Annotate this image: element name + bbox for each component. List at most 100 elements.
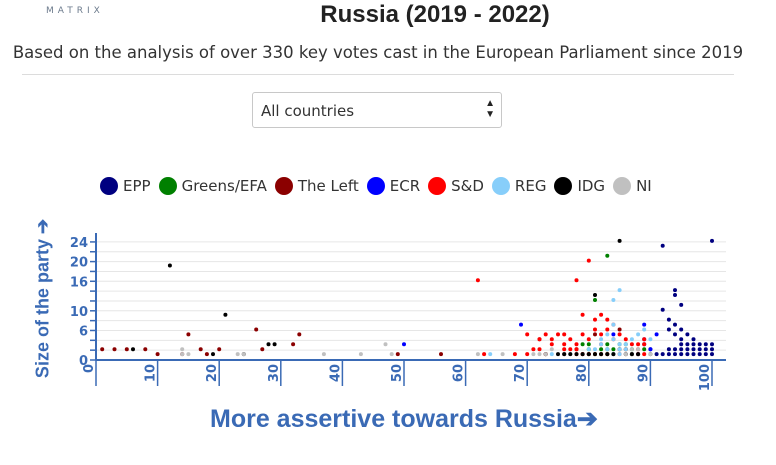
data-point <box>512 352 517 357</box>
x-tick-label: 40 <box>328 364 343 382</box>
x-tick-label: 0 <box>82 364 97 373</box>
data-point <box>254 327 259 332</box>
data-point <box>519 322 523 327</box>
legend-item[interactable]: NI <box>613 177 652 195</box>
legend-item[interactable]: IDG <box>554 177 605 195</box>
data-point <box>666 347 671 352</box>
y-tick-label: 16 <box>70 275 88 290</box>
data-point <box>636 347 641 352</box>
data-point <box>568 347 573 352</box>
data-point <box>556 332 560 337</box>
data-point <box>204 352 209 357</box>
logo-text: MATRIX <box>46 6 104 16</box>
data-point <box>543 352 548 357</box>
data-point <box>710 342 714 347</box>
data-point <box>673 322 677 327</box>
data-point <box>685 352 690 357</box>
data-point <box>629 352 634 357</box>
data-point <box>186 352 191 357</box>
data-point <box>586 258 591 263</box>
data-point <box>180 347 185 352</box>
legend-label: REG <box>514 177 547 195</box>
data-point <box>593 352 597 357</box>
x-tick-label: 20 <box>205 364 220 382</box>
data-point <box>186 332 191 337</box>
data-point <box>574 347 579 352</box>
data-point <box>679 302 684 307</box>
data-point <box>223 312 228 317</box>
data-point <box>383 342 388 347</box>
data-point <box>654 352 659 357</box>
data-point <box>673 332 677 337</box>
data-point <box>593 317 597 322</box>
chart-legend: EPP Greens/EFA The Left ECR S&D REG IDG NI <box>100 174 660 198</box>
data-point <box>691 337 696 342</box>
data-point <box>167 263 172 268</box>
legend-label: S&D <box>451 177 484 195</box>
data-point <box>482 352 487 357</box>
data-point <box>543 332 548 337</box>
legend-item[interactable]: S&D <box>428 177 484 195</box>
data-point <box>679 352 684 357</box>
data-point <box>636 352 641 357</box>
chart-axes: 0 6 10 16 20 24 0 10 20 30 40 50 60 70 80 90 100 <box>70 233 726 391</box>
data-point <box>439 352 443 357</box>
data-point <box>605 317 610 322</box>
data-point <box>500 352 505 357</box>
data-point <box>679 327 684 332</box>
data-point <box>685 342 690 347</box>
data-point <box>531 352 536 357</box>
data-point <box>586 337 591 342</box>
data-point <box>629 342 634 347</box>
data-point <box>211 352 215 357</box>
legend-item[interactable]: Greens/EFA <box>158 177 267 195</box>
data-point <box>666 327 671 332</box>
data-point <box>673 347 677 352</box>
legend-swatch-icon <box>274 177 293 195</box>
data-point <box>710 352 714 357</box>
y-tick-label: 10 <box>70 305 88 320</box>
data-point <box>549 347 554 352</box>
data-point <box>666 317 671 322</box>
data-point <box>580 332 585 337</box>
data-point <box>629 337 634 342</box>
legend-item[interactable]: EPP <box>100 177 151 195</box>
legend-swatch-icon <box>613 177 632 195</box>
legend-item[interactable]: REG <box>491 177 547 195</box>
x-tick-label: 70 <box>513 364 528 382</box>
country-select[interactable]: All countries ▲ ▼ <box>252 92 502 128</box>
data-point <box>537 347 542 352</box>
x-axis-label: More assertive towards Russia➔ <box>210 405 598 433</box>
data-point <box>703 347 708 352</box>
data-point <box>599 312 604 317</box>
data-point <box>593 298 597 302</box>
data-point <box>599 332 604 337</box>
data-point <box>549 337 554 342</box>
data-point <box>124 347 129 352</box>
data-point <box>556 352 560 357</box>
data-point <box>321 352 326 357</box>
country-select-value: All countries <box>261 102 355 120</box>
legend-label: The Left <box>297 177 359 195</box>
legend-item[interactable]: The Left <box>274 177 359 195</box>
select-arrows-icon: ▲ ▼ <box>485 98 495 120</box>
data-point <box>697 347 702 352</box>
data-point <box>642 342 647 347</box>
legend-swatch-icon <box>428 177 447 195</box>
legend-item[interactable]: ECR <box>366 177 420 195</box>
data-point <box>574 342 579 347</box>
data-point <box>679 342 684 347</box>
logo-mark-icon <box>54 0 90 4</box>
data-point <box>648 352 653 357</box>
data-point <box>642 347 647 352</box>
x-tick-label: 100 <box>698 364 713 391</box>
data-point <box>235 352 240 357</box>
data-point <box>617 327 622 332</box>
data-point <box>617 332 622 337</box>
data-point <box>131 347 135 352</box>
x-tick-label: 90 <box>636 364 651 382</box>
data-point <box>666 352 671 357</box>
legend-swatch-icon <box>554 177 573 195</box>
data-point <box>710 238 714 243</box>
data-point <box>673 288 677 293</box>
